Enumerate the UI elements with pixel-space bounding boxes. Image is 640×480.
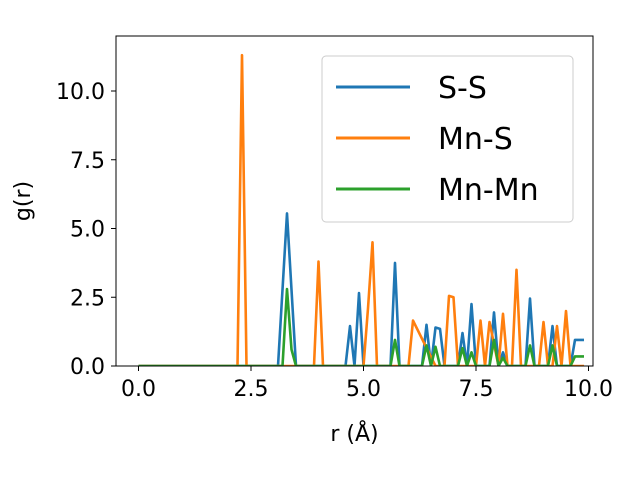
series-layer	[138, 53, 584, 366]
plot-frame	[115, 35, 594, 367]
series-line-mn-s	[138, 53, 584, 366]
legend-label-mn-mn: Mn-Mn	[438, 173, 539, 208]
y-tick-label: 0.0	[70, 355, 105, 380]
x-axis-label: r (Å)	[330, 420, 378, 447]
legend-box	[321, 55, 574, 223]
legend-label-s-s: S-S	[438, 71, 487, 106]
legend: S-S Mn-S Mn-Mn	[321, 55, 574, 223]
series-line-mn-mn	[138, 287, 584, 366]
y-axis-label: g(r)	[11, 181, 36, 221]
x-tick-label: 0.0	[121, 377, 156, 402]
x-tick-label: 10.0	[564, 377, 613, 402]
y-tick-label: 2.5	[70, 286, 105, 311]
x-tick-label: 7.5	[459, 377, 494, 402]
y-tick-label: 5.0	[70, 218, 105, 243]
x-tick-label: 5.0	[346, 377, 381, 402]
y-tick-label: 10.0	[56, 80, 105, 105]
y-tick-label: 7.5	[70, 149, 105, 174]
x-tick-label: 2.5	[234, 377, 269, 402]
legend-label-mn-s: Mn-S	[438, 122, 513, 157]
ticks-layer: 0.0 2.5 5.0 7.5 10.0 0.0 2.5 5.0 7.5 10.0	[56, 80, 613, 402]
series-line-s-s	[138, 212, 584, 366]
